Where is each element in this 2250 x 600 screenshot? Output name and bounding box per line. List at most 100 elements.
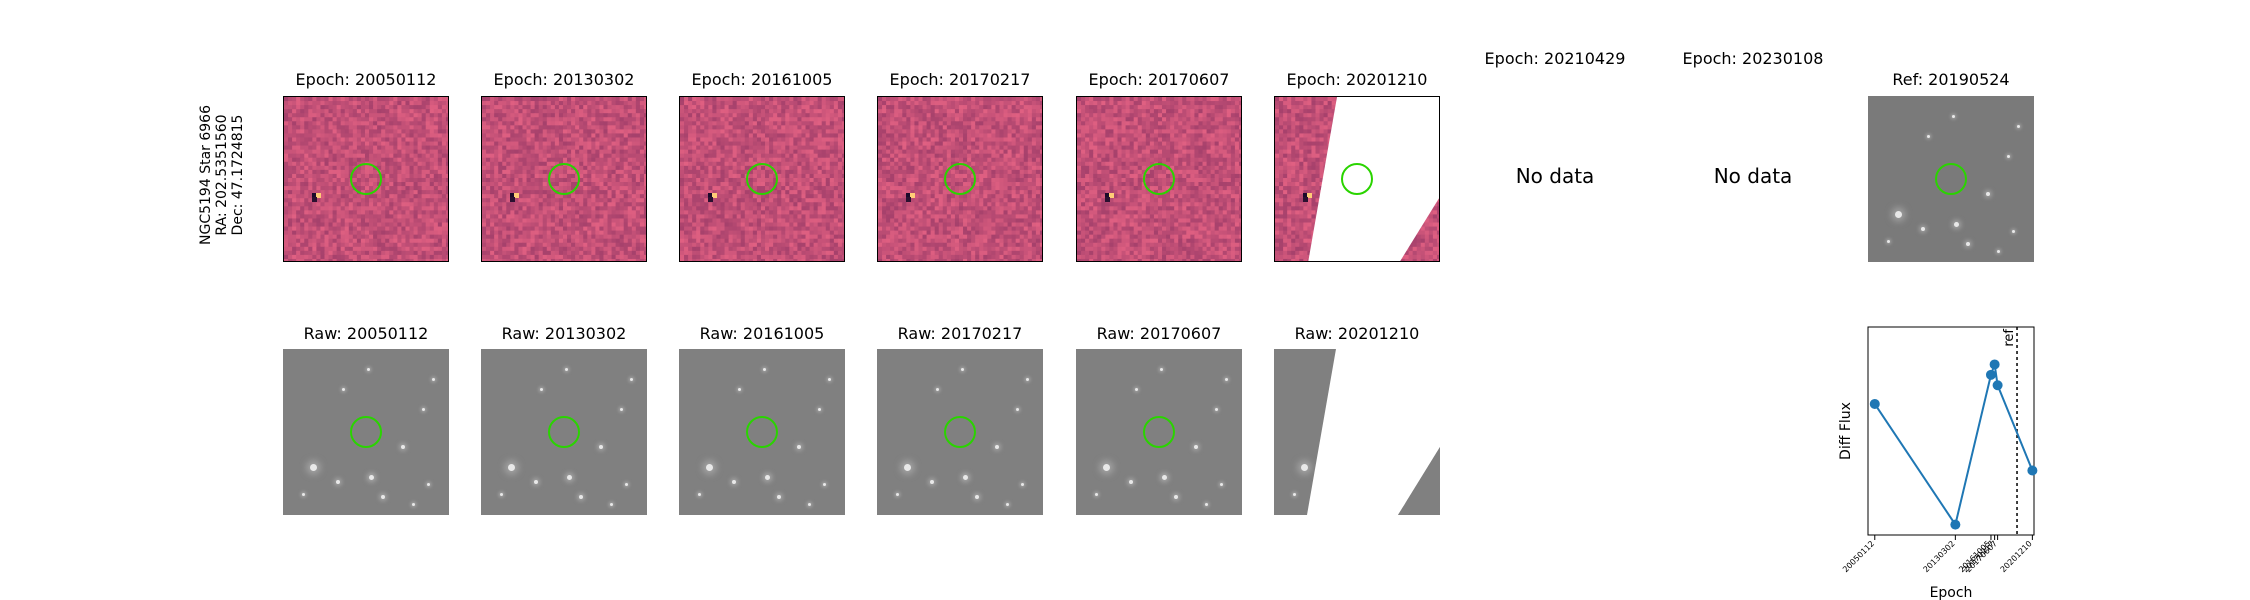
diff-title: Epoch: 20170217 (889, 70, 1031, 89)
target-circle (350, 416, 382, 448)
star-source (1292, 492, 1296, 496)
star-source (534, 480, 538, 484)
star-source (1161, 474, 1167, 480)
data-point (1869, 398, 1880, 409)
x-axis-label: Epoch (1930, 585, 1973, 600)
y-axis-label: Diff Flux (1838, 402, 1854, 460)
flux-line (1873, 364, 2034, 528)
star-source (1224, 377, 1228, 381)
diff-image (877, 96, 1043, 262)
star-source (431, 377, 435, 381)
star-source (1204, 502, 1208, 506)
star-source (2006, 154, 2010, 158)
target-circle (944, 163, 976, 195)
star-source (411, 502, 415, 506)
raw-title: Raw: 20170217 (897, 324, 1023, 343)
star-source (341, 387, 345, 391)
data-point (2027, 465, 2038, 476)
star-source (421, 407, 425, 411)
target-circle (350, 163, 382, 195)
star-source (309, 463, 317, 471)
star-source (2011, 229, 2015, 233)
diff-image (481, 96, 647, 262)
star-source (697, 492, 701, 496)
star-source (962, 474, 968, 480)
star-source (599, 445, 603, 449)
plot-frame (1867, 326, 2035, 536)
target-circle (1341, 163, 1373, 195)
diff-title: Epoch: 20050112 (295, 70, 437, 89)
star-source (764, 474, 770, 480)
ref-image (1868, 96, 2034, 262)
data-point (1985, 369, 1996, 380)
star-source (368, 474, 374, 480)
diff-image (283, 96, 449, 262)
raw-image (283, 349, 449, 515)
star-source (1894, 210, 1902, 218)
target-circle (1143, 416, 1175, 448)
ref-line-label: ref (2002, 329, 2017, 347)
target-circle (548, 416, 580, 448)
star-source (1129, 480, 1133, 484)
star-source (827, 377, 831, 381)
star-source (762, 367, 766, 371)
diff-image (1274, 96, 1440, 262)
star-source (797, 445, 801, 449)
raw-title: Raw: 20170607 (1096, 324, 1222, 343)
star-source (1921, 227, 1925, 231)
star-source (737, 387, 741, 391)
star-source (381, 495, 385, 499)
star-source (1986, 192, 1990, 196)
star-source (301, 492, 305, 496)
data-point (1992, 380, 2003, 391)
star-source (1194, 445, 1198, 449)
star-source (822, 482, 826, 486)
star-source (366, 367, 370, 371)
diff-image (1076, 96, 1242, 262)
star-source (1159, 367, 1163, 371)
star-source (564, 367, 568, 371)
star-source (777, 495, 781, 499)
star-source (539, 387, 543, 391)
star-source (1020, 482, 1024, 486)
raw-image (679, 349, 845, 515)
diff-title: Epoch: 20201210 (1286, 70, 1428, 89)
star-source (903, 463, 911, 471)
star-source (895, 492, 899, 496)
target-circle (944, 416, 976, 448)
star-source (1102, 463, 1110, 471)
star-source (1951, 114, 1955, 118)
star-source (566, 474, 572, 480)
target-circle (1143, 163, 1175, 195)
star-source (1966, 242, 1970, 246)
star-source (807, 502, 811, 506)
star-source (1025, 377, 1029, 381)
x-tick-label: 20201210 (1999, 539, 2034, 574)
star-source (579, 495, 583, 499)
star-source (1996, 249, 2000, 253)
x-tick-label: 20130302 (1922, 539, 1957, 574)
star-source (629, 377, 633, 381)
no-data-text: No data (1713, 164, 1793, 188)
star-source (1219, 482, 1223, 486)
star-source (817, 407, 821, 411)
star-source (1015, 407, 1019, 411)
target-circle (746, 416, 778, 448)
diff-image (679, 96, 845, 262)
data-point (1950, 519, 1961, 530)
star-source (930, 480, 934, 484)
star-source (426, 482, 430, 486)
raw-title: Raw: 20161005 (699, 324, 825, 343)
star-source (1174, 495, 1178, 499)
x-tick-label: 20050112 (1841, 539, 1876, 574)
star-source (1214, 407, 1218, 411)
star-source (336, 480, 340, 484)
star-source (732, 480, 736, 484)
star-source (1005, 502, 1009, 506)
star-source (1134, 387, 1138, 391)
star-source (1953, 221, 1959, 227)
star-source (609, 502, 613, 506)
star-source (1926, 134, 1930, 138)
star-source (1886, 239, 1890, 243)
